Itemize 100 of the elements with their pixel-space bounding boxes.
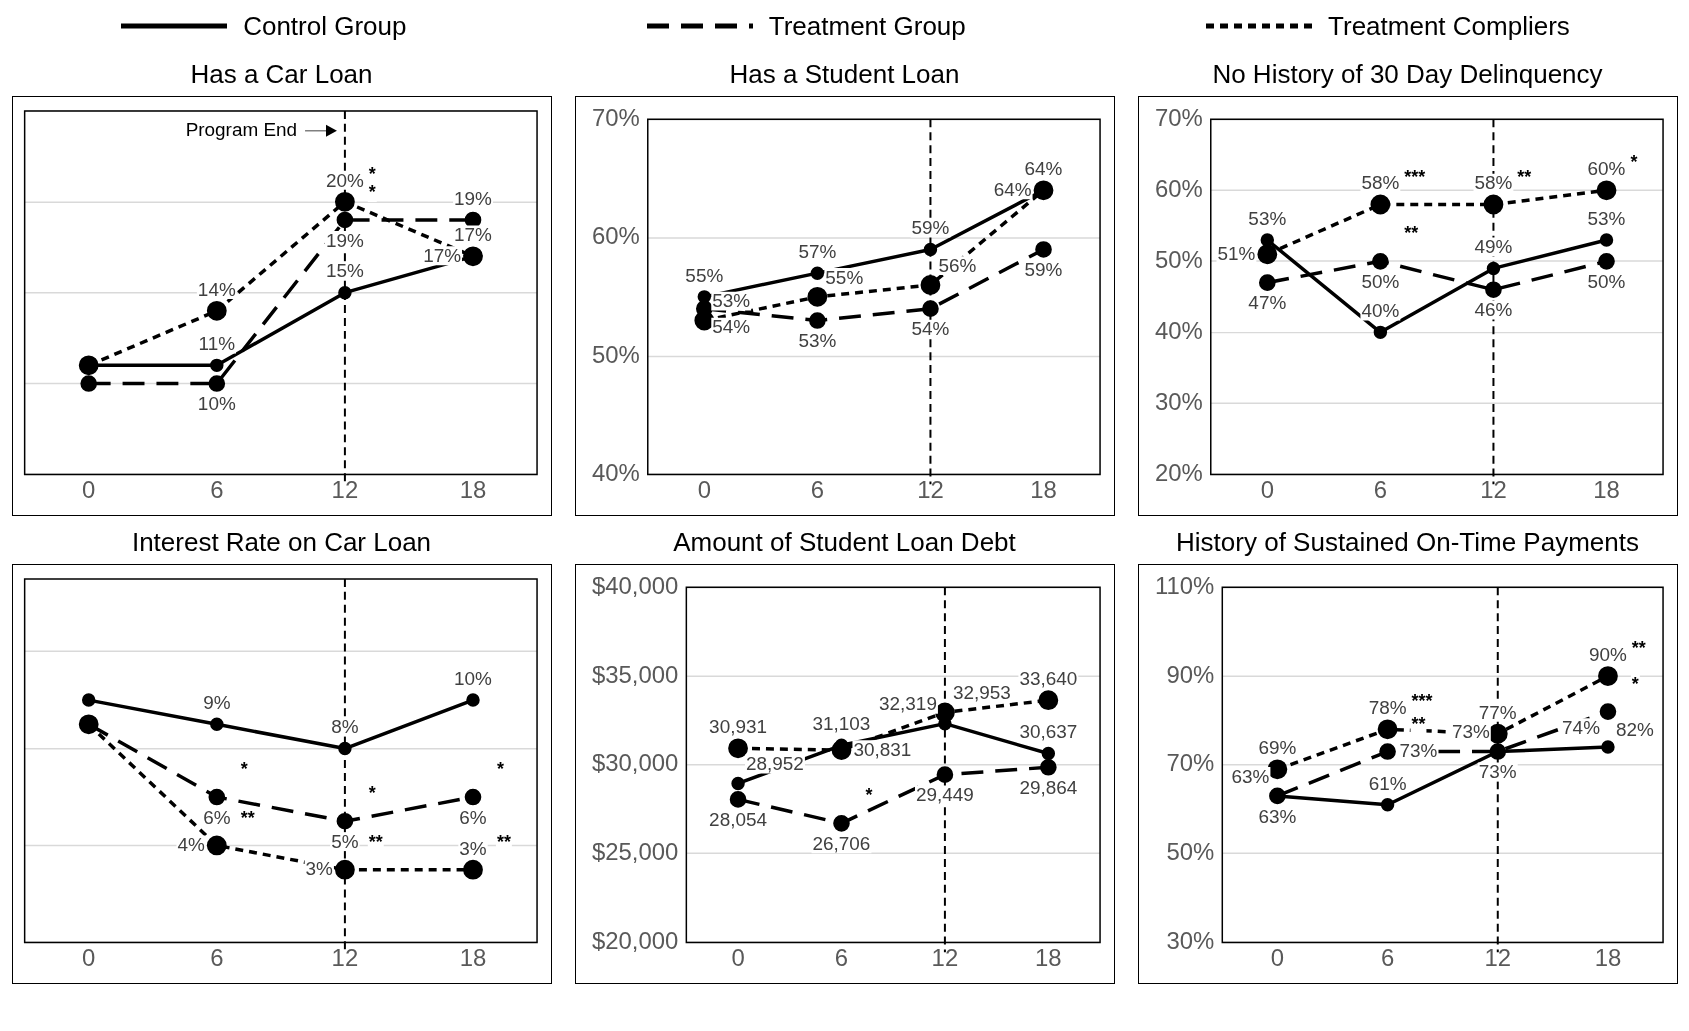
y-tick-label: $30,000 xyxy=(591,749,678,777)
data-label: 28,054 xyxy=(708,809,767,830)
point xyxy=(729,791,746,808)
y-tick-label: 90% xyxy=(1166,660,1214,688)
data-label: 47% xyxy=(1247,292,1286,314)
data-label: 26,706 xyxy=(812,832,870,854)
annotation: * xyxy=(1631,673,1639,694)
point xyxy=(337,741,352,756)
point xyxy=(1596,180,1616,201)
data-label: 63% xyxy=(1231,765,1270,787)
y-tick-label: 60% xyxy=(591,222,640,250)
annotation: * xyxy=(1629,152,1637,173)
y-tick-label: 30% xyxy=(1166,927,1214,954)
data-label: 55% xyxy=(684,264,723,286)
point xyxy=(334,859,355,880)
point xyxy=(207,375,225,392)
y-tick-label: 20% xyxy=(1154,459,1203,486)
point xyxy=(1037,690,1058,711)
data-label: 29,449 xyxy=(915,784,974,806)
y-tick-label: 50% xyxy=(1154,245,1203,273)
point xyxy=(810,266,824,280)
data-label: 77% xyxy=(1478,701,1517,723)
annotation: *** xyxy=(1410,691,1432,712)
data-label: 6% xyxy=(202,806,231,828)
data-label: 78% xyxy=(1368,697,1407,719)
point xyxy=(1599,703,1616,720)
annotation: ** xyxy=(1516,166,1531,187)
x-tick-label: 0 xyxy=(697,476,711,504)
point xyxy=(1484,281,1502,299)
data-label: 54% xyxy=(911,318,950,340)
point xyxy=(806,286,827,307)
x-tick-label: 6 xyxy=(1380,944,1394,972)
annotation: ** xyxy=(1403,223,1418,244)
x-tick-label: 0 xyxy=(81,944,95,972)
data-label: 17% xyxy=(453,224,492,246)
data-label: 3% xyxy=(305,858,333,880)
point xyxy=(1599,233,1613,247)
data-label: 40% xyxy=(1360,300,1399,322)
x-tick-label: 6 xyxy=(834,944,848,972)
chart-title: No History of 30 Day Delinquency xyxy=(1212,58,1603,91)
data-label: 10% xyxy=(453,667,492,689)
annotation: *** xyxy=(1403,166,1425,187)
legend-label: Control Group xyxy=(243,10,407,42)
data-label: 54% xyxy=(711,316,750,338)
data-label: 10% xyxy=(197,393,236,415)
data-label: 56% xyxy=(937,254,976,276)
data-label: 29,864 xyxy=(1018,776,1077,798)
data-label: 32,953 xyxy=(952,682,1011,704)
data-label: 14% xyxy=(197,278,236,300)
point xyxy=(465,693,480,707)
data-label: 49% xyxy=(1474,236,1513,258)
annotation: * xyxy=(368,783,376,804)
y-tick-label: 70% xyxy=(591,103,640,131)
data-label: 60% xyxy=(1587,158,1626,180)
data-label: 8% xyxy=(330,716,359,738)
x-tick-label: 18 xyxy=(1029,476,1057,504)
point xyxy=(1258,274,1276,291)
point xyxy=(336,812,353,830)
x-tick-label: 12 xyxy=(1479,476,1507,504)
data-label: 17% xyxy=(422,245,461,267)
point xyxy=(464,788,481,806)
y-tick-label: 60% xyxy=(1154,174,1203,202)
point xyxy=(462,859,483,880)
data-label: 50% xyxy=(1587,270,1626,292)
annotation: ** xyxy=(1410,713,1425,734)
y-tick-label: $20,000 xyxy=(591,927,678,954)
point xyxy=(1373,325,1387,340)
annotation: ** xyxy=(1631,638,1646,659)
point xyxy=(808,312,826,329)
data-label: 9% xyxy=(202,692,231,714)
point xyxy=(334,191,355,212)
annotation: * xyxy=(496,759,504,780)
data-label: 15% xyxy=(325,260,364,282)
point xyxy=(206,835,227,856)
point xyxy=(336,211,353,229)
x-tick-label: 0 xyxy=(81,476,95,504)
x-tick-label: 6 xyxy=(1373,476,1387,504)
point xyxy=(921,300,939,317)
data-label: 59% xyxy=(911,217,950,239)
point xyxy=(1371,253,1389,270)
legend-label: Treatment Group xyxy=(768,10,966,42)
data-label: 57% xyxy=(797,240,836,262)
data-label: 69% xyxy=(1257,737,1296,759)
point xyxy=(697,290,711,304)
point xyxy=(1377,719,1397,740)
chart-title: Interest Rate on Car Loan xyxy=(131,526,432,559)
point xyxy=(936,766,953,783)
point xyxy=(1600,740,1615,754)
y-tick-label: 30% xyxy=(1154,387,1203,415)
data-label: 19% xyxy=(453,187,492,209)
point xyxy=(1034,241,1052,258)
annotation: ** xyxy=(240,807,255,828)
data-label: 5% xyxy=(330,830,359,852)
x-tick-label: 0 xyxy=(1270,944,1284,972)
point xyxy=(1260,233,1274,247)
y-tick-label: 40% xyxy=(1154,316,1203,344)
data-label: 30,637 xyxy=(1018,721,1077,743)
y-tick-label: 110% xyxy=(1154,571,1214,599)
data-label: 74% xyxy=(1561,716,1600,738)
point xyxy=(81,693,95,707)
